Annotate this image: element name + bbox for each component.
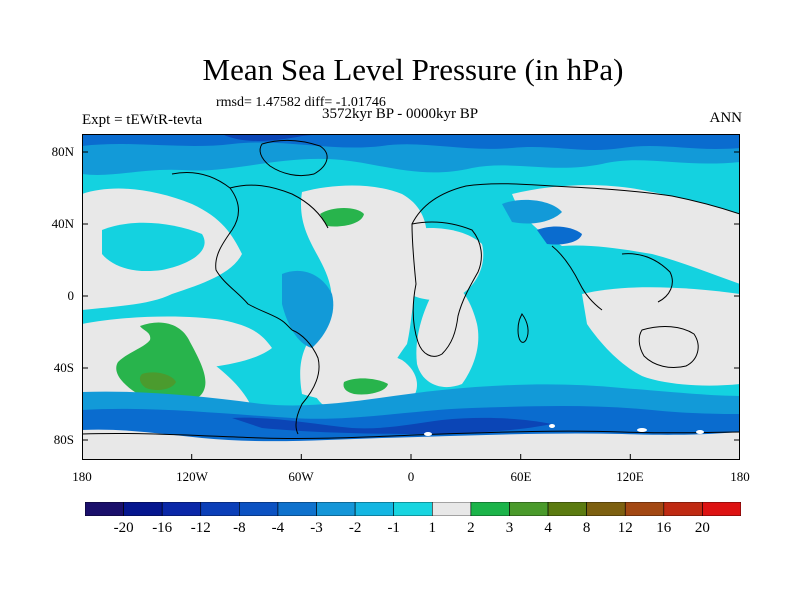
colorbar-box [431,502,472,516]
lon-label-120e: 120E [616,469,644,484]
colorbar-level-label: 8 [582,520,591,536]
colorbar-box [624,502,665,516]
colorbar-box [277,502,317,516]
lon-label-180-west: 180 [72,469,92,484]
colorbar-level-label: -2 [348,520,362,536]
asia-neutral [512,185,740,284]
lat-ticks [82,151,740,441]
colorbar-level-label: -3 [310,520,323,536]
lat-label-40s: 40S [53,360,74,375]
tibet-blue [537,226,582,245]
colorbar-box [354,502,395,516]
time-period: 3572kyr BP - 0000kyr BP [322,106,479,122]
north-africa-neutral [392,228,484,300]
antarctic-specks [424,424,704,436]
rmsd-diff-stats: rmsd= 1.47582 diff= -1.01746 [216,95,386,110]
lat-label-80n: 80N [51,144,74,159]
colorbar-level-label: 3 [505,520,514,536]
colorbar-box [663,502,703,516]
south-pacific-dark-green [139,372,176,390]
colorbar-level-label: 16 [656,520,672,536]
colorbar-box [586,502,626,516]
colorbar-box [470,502,510,516]
north-atlantic-green [320,208,364,227]
antarctica-neutral [82,429,740,460]
coastlines [82,139,740,440]
southern-ocean-dark-blue [232,417,552,434]
lon-label-120w: 120W [176,469,208,484]
colorbar-level-label: -8 [233,520,246,536]
lon-ticks [191,454,631,460]
colorbar-level-label: 2 [467,520,475,536]
greenland-blue [222,134,322,141]
colorbar-level-label: -20 [113,520,134,536]
australia-region-neutral [582,287,740,386]
lon-label-60w: 60W [288,469,314,484]
south-pacific-green [116,322,206,403]
lat-label-0: 0 [67,288,75,303]
colorbar-box [702,502,741,516]
colorbar-box [316,502,356,516]
colorbar-level-label: 12 [617,520,633,536]
lon-label-60e: 60E [510,469,532,484]
lat-label-80s: 80S [53,432,74,447]
south-atlantic-green [343,378,388,395]
lon-label-0: 0 [407,469,415,484]
colorbar-level-label: 1 [428,520,437,536]
colorbar-box [123,502,163,516]
colorbar-level-label: 4 [544,520,552,536]
colorbar-box [85,502,124,516]
lon-label-180-east: 180 [730,469,750,484]
season-label: ANN [709,110,743,126]
colorbar-box [161,502,202,516]
colorbar-box [393,502,433,516]
colorbar-level-label: 20 [694,520,710,536]
colorbar-box [200,502,240,516]
colorbar-box [509,502,549,516]
colorbar-level-label: -16 [152,520,173,536]
map-title: Mean Sea Level Pressure (in hPa) [202,52,624,87]
colorbar-level-label: -1 [387,520,400,536]
colorbar-box [239,502,279,516]
east-pacific-cyan [102,222,205,272]
lat-label-40n: 40N [51,216,74,231]
colorbar-box [547,502,587,516]
colorbar [85,502,741,516]
pressure-map [82,134,740,460]
south-america-cyan [282,270,334,348]
asia-light-blue [502,199,562,224]
experiment-label: Expt = tEWtR-tevta [82,112,203,128]
colorbar-level-label: -12 [190,520,211,536]
colorbar-level-label: -4 [271,520,285,536]
